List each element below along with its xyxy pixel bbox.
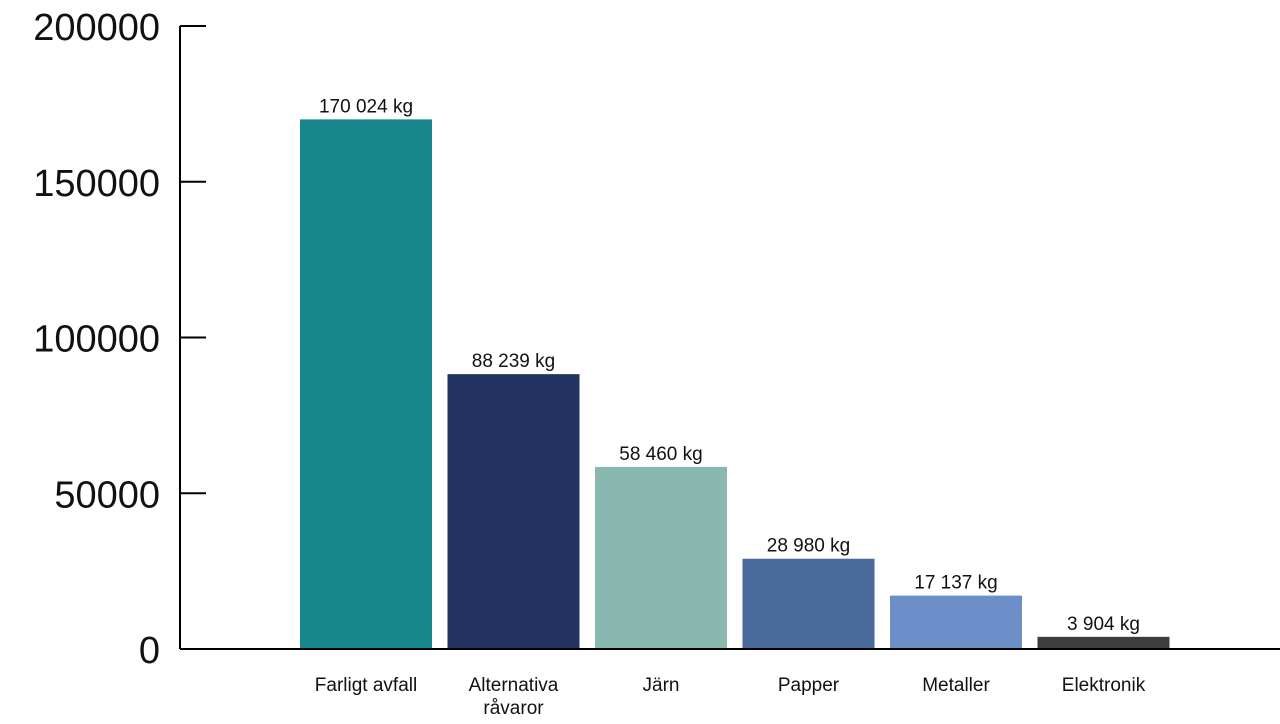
bar — [300, 119, 432, 649]
x-category-label: Papper — [778, 675, 840, 696]
bar-value-label: 17 137 kg — [914, 573, 997, 594]
x-category-label: Metaller — [922, 675, 990, 696]
bars — [300, 119, 1170, 649]
y-tick-label: 0 — [139, 630, 160, 672]
bar — [742, 558, 875, 649]
bar — [1037, 636, 1170, 649]
bar-value-label: 170 024 kg — [319, 96, 413, 117]
bar — [447, 374, 580, 649]
x-category-label: Farligt avfall — [315, 675, 417, 696]
y-tick-label: 150000 — [33, 163, 160, 205]
x-category-label: Järn — [643, 675, 680, 696]
y-tick-label: 100000 — [33, 319, 160, 361]
data-labels: 170 024 kg 88 239 kg 58 460 kg 28 980 kg 17 … — [319, 96, 1140, 634]
bar-value-label: 3 904 kg — [1067, 614, 1140, 635]
y-axis: 0 50000 100000 150000 200000 — [33, 7, 206, 672]
y-tick-label: 50000 — [54, 474, 160, 516]
x-axis: Farligt avfall Alternativa råvaror Järn Papp… — [180, 648, 1280, 719]
bar — [595, 466, 727, 649]
x-category-label: Alternativa råvaror — [469, 675, 559, 719]
y-tick-label: 200000 — [33, 7, 160, 49]
bar — [890, 595, 1022, 649]
bar-value-label: 88 239 kg — [472, 351, 555, 372]
bar-value-label: 58 460 kg — [619, 444, 702, 465]
bar-value-label: 28 980 kg — [767, 536, 850, 557]
x-category-label: Elektronik — [1062, 675, 1146, 696]
